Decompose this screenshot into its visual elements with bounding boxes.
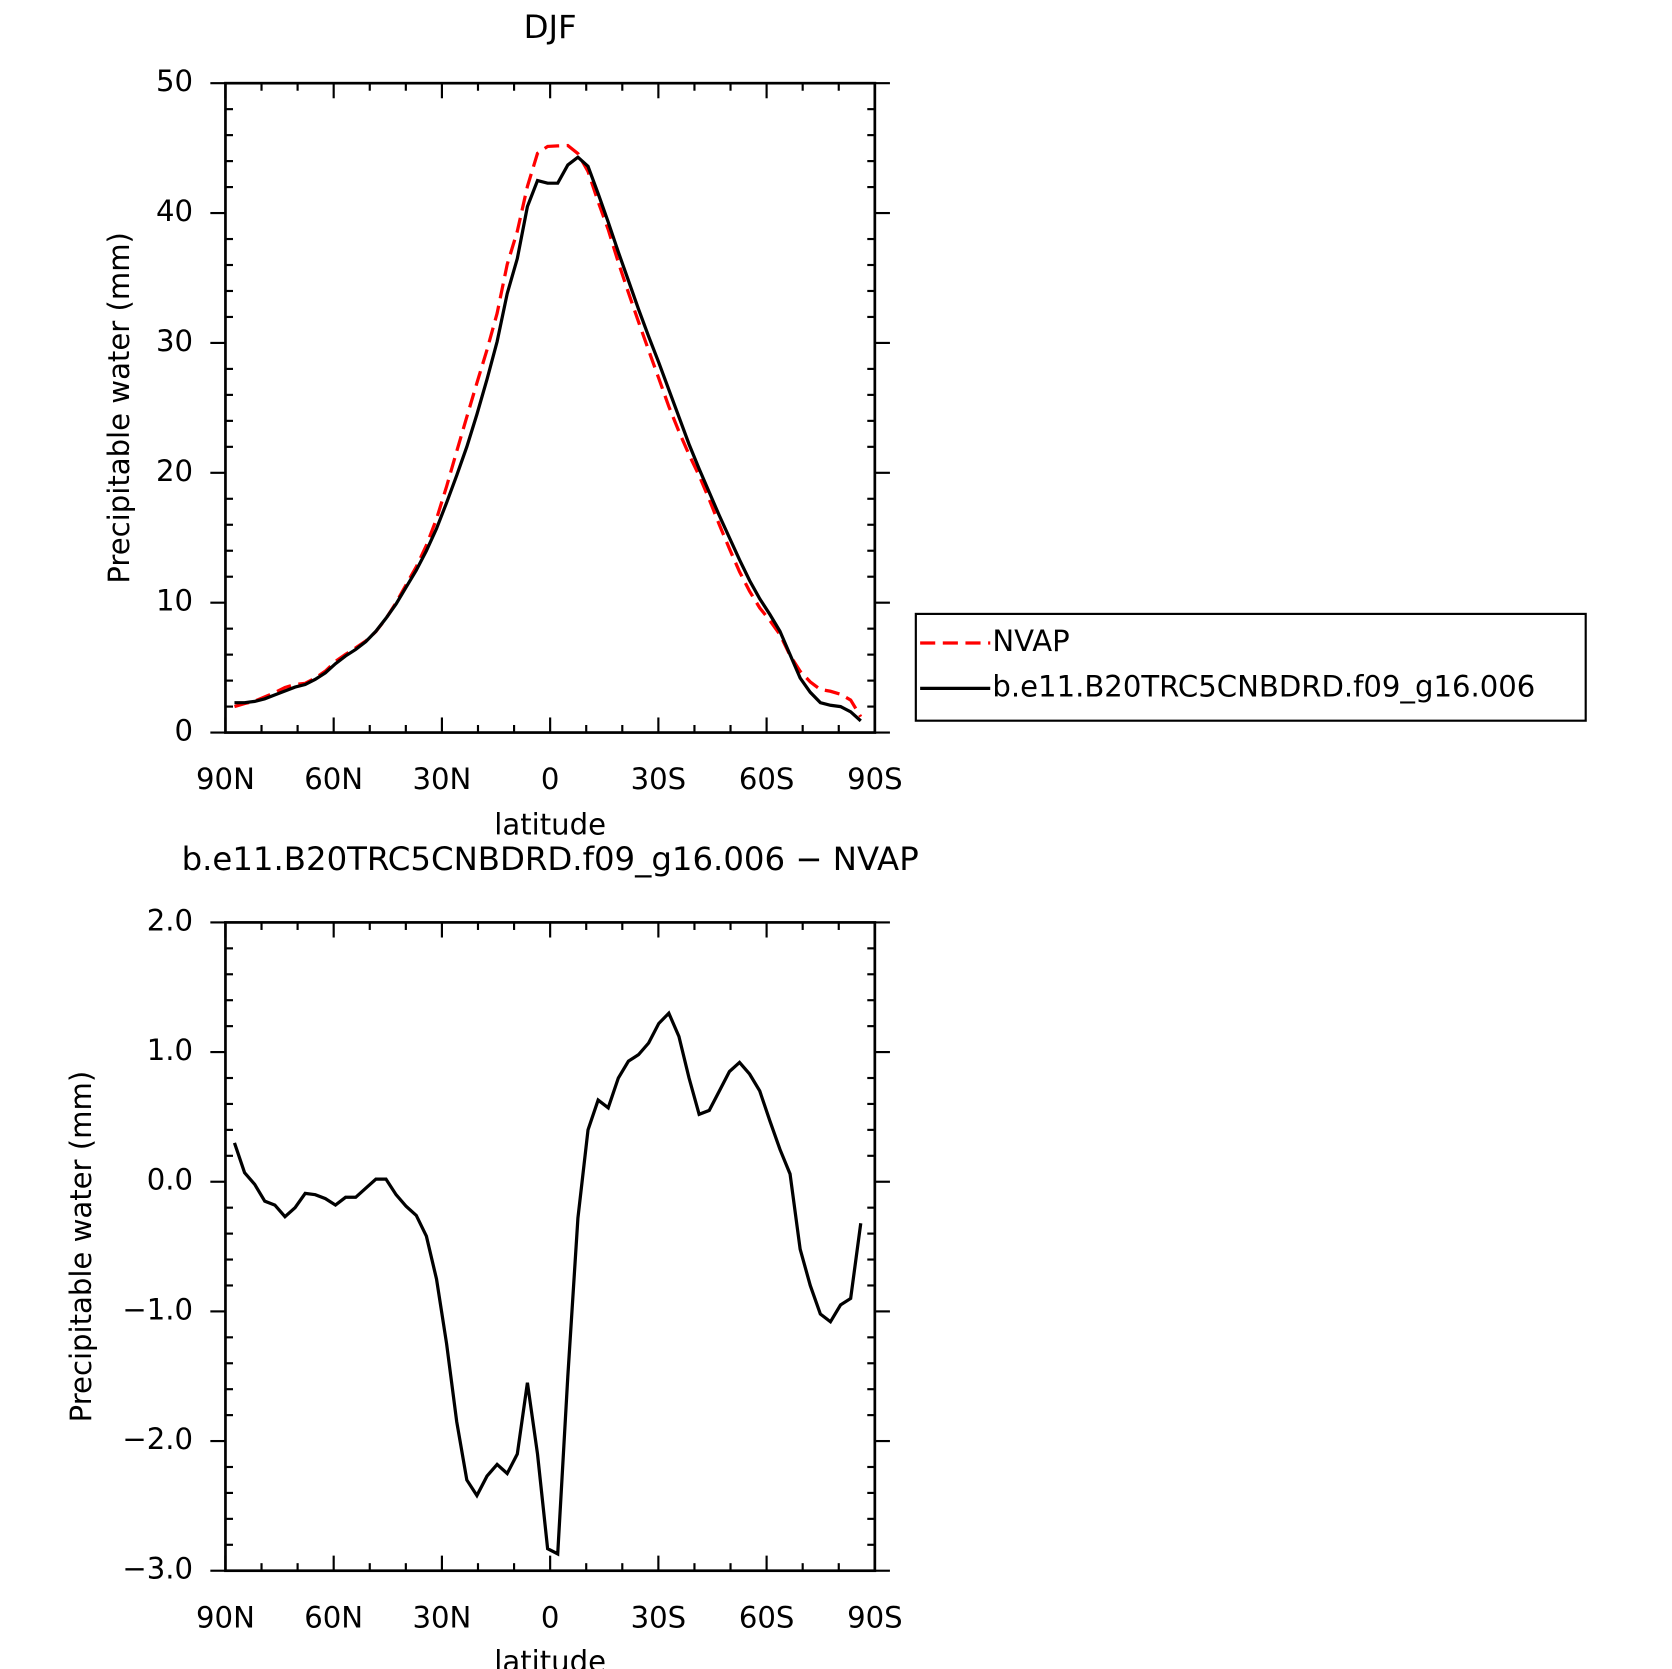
data-line (234, 155, 862, 723)
y-axis-label: Precipitable water (mm) (64, 1071, 98, 1423)
x-tick-label: 60N (304, 762, 363, 796)
y-tick-label: 10 (156, 584, 193, 618)
legend-label: NVAP (992, 624, 1069, 658)
x-tick-label: 60S (739, 1600, 795, 1634)
x-axis-label: latitude (494, 807, 606, 841)
x-tick-label: 30S (631, 762, 687, 796)
y-axis-label: Precipitable water (mm) (102, 232, 136, 584)
y-tick-label: 2.0 (147, 903, 193, 937)
y-tick-label: 0.0 (147, 1163, 193, 1197)
x-tick-label: 60N (304, 1600, 363, 1634)
x-tick-label: 90N (196, 1600, 255, 1634)
x-tick-label: 30S (631, 1600, 687, 1634)
y-tick-label: 1.0 (147, 1033, 193, 1067)
x-tick-label: 60S (739, 762, 795, 796)
x-tick-label: 30N (412, 762, 471, 796)
x-axis-label: latitude (494, 1644, 606, 1669)
y-tick-label: −2.0 (122, 1422, 193, 1456)
x-tick-label: 90N (196, 762, 255, 796)
x-tick-label: 90S (847, 1600, 903, 1634)
y-tick-label: 30 (156, 324, 193, 358)
y-tick-label: 40 (156, 194, 193, 228)
x-tick-label: 90S (847, 762, 903, 796)
y-tick-label: 0 (175, 714, 194, 748)
y-tick-label: 50 (156, 64, 193, 98)
legend-box (914, 612, 1587, 722)
data-line (232, 1010, 863, 1557)
legend-label: b.e11.B20TRC5CNBDRD.f09_g16.006 (992, 669, 1535, 703)
x-tick-label: 0 (541, 762, 560, 796)
plot-frame (224, 921, 877, 1573)
y-tick-label: −3.0 (122, 1552, 193, 1586)
plot-frame (224, 81, 877, 734)
chart-title: DJF (524, 8, 577, 46)
legend: NVAP b.e11.B20TRC5CNBDRD.f09_g16.006 (914, 612, 1587, 722)
y-tick-label: −1.0 (122, 1292, 193, 1326)
x-tick-label: 0 (541, 1600, 560, 1634)
y-tick-label: 20 (156, 454, 193, 488)
data-line (234, 143, 863, 718)
x-tick-label: 30N (412, 1600, 471, 1634)
chart-title: b.e11.B20TRC5CNBDRD.f09_g16.006 − NVAP (182, 840, 919, 878)
